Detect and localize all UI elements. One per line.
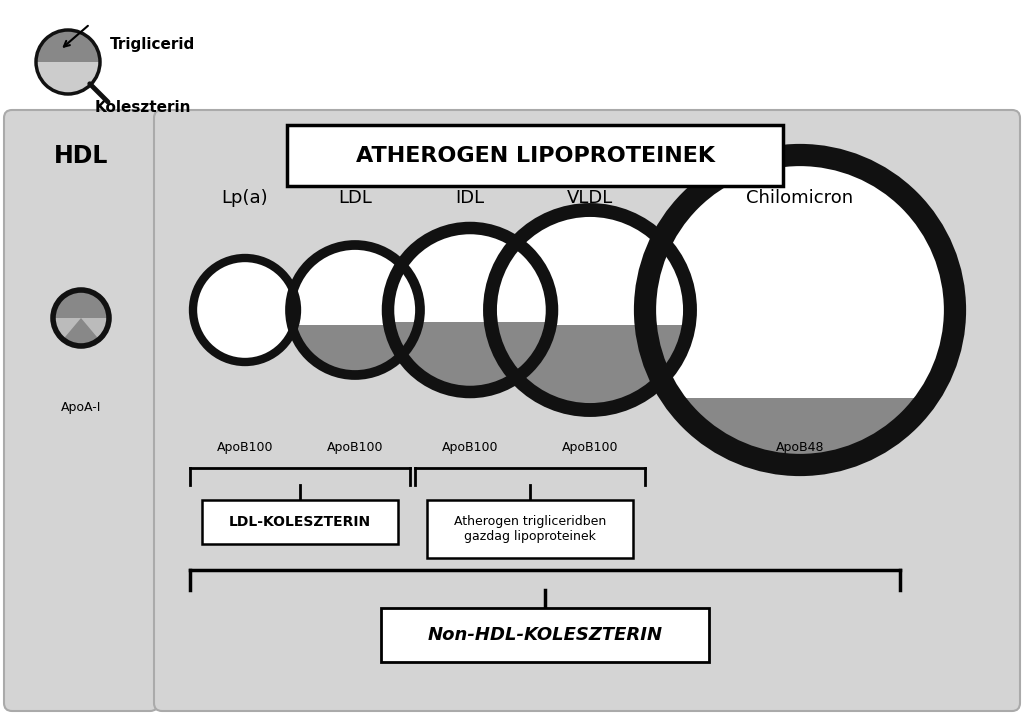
Text: ApoB100: ApoB100 [217, 442, 273, 454]
Text: ApoB100: ApoB100 [441, 442, 499, 454]
Text: ApoA-I: ApoA-I [60, 401, 101, 414]
Text: ApoB48: ApoB48 [776, 442, 824, 454]
Text: HDL: HDL [54, 144, 109, 168]
Text: Lp(a): Lp(a) [221, 189, 268, 207]
Circle shape [196, 261, 294, 359]
Circle shape [495, 215, 685, 405]
Text: Triglicerid: Triglicerid [110, 37, 196, 52]
Text: Chilomicron: Chilomicron [746, 189, 854, 207]
FancyBboxPatch shape [381, 608, 709, 662]
Text: Koleszterin: Koleszterin [95, 100, 191, 114]
FancyBboxPatch shape [4, 110, 158, 711]
Polygon shape [653, 398, 947, 457]
FancyBboxPatch shape [427, 500, 633, 558]
Circle shape [392, 233, 548, 388]
Text: ApoB100: ApoB100 [327, 442, 383, 454]
Wedge shape [53, 290, 109, 346]
Text: LDL: LDL [338, 189, 372, 207]
FancyBboxPatch shape [287, 125, 783, 186]
Text: LDL-KOLESZTERIN: LDL-KOLESZTERIN [229, 515, 371, 529]
Text: VLDL: VLDL [567, 189, 613, 207]
Circle shape [294, 248, 417, 371]
Wedge shape [36, 30, 100, 62]
Wedge shape [36, 62, 100, 94]
Polygon shape [294, 325, 417, 371]
Polygon shape [495, 325, 685, 405]
FancyBboxPatch shape [202, 500, 398, 544]
Wedge shape [81, 318, 109, 340]
Text: IDL: IDL [456, 189, 484, 207]
Text: Non-HDL-KOLESZTERIN: Non-HDL-KOLESZTERIN [427, 626, 663, 644]
Text: Atherogen trigliceridben
gazdag lipoproteinek: Atherogen trigliceridben gazdag lipoprot… [454, 515, 606, 543]
FancyBboxPatch shape [154, 110, 1020, 711]
Polygon shape [392, 322, 548, 388]
Wedge shape [53, 318, 81, 340]
Circle shape [653, 163, 947, 457]
Text: ATHEROGEN LIPOPROTEINEK: ATHEROGEN LIPOPROTEINEK [355, 146, 715, 166]
Text: ApoB100: ApoB100 [562, 442, 618, 454]
